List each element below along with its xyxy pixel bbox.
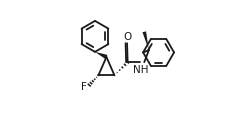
Text: NH: NH — [132, 65, 147, 75]
Text: O: O — [123, 31, 131, 41]
Polygon shape — [142, 32, 148, 51]
Text: F: F — [81, 82, 87, 91]
Polygon shape — [94, 52, 107, 60]
